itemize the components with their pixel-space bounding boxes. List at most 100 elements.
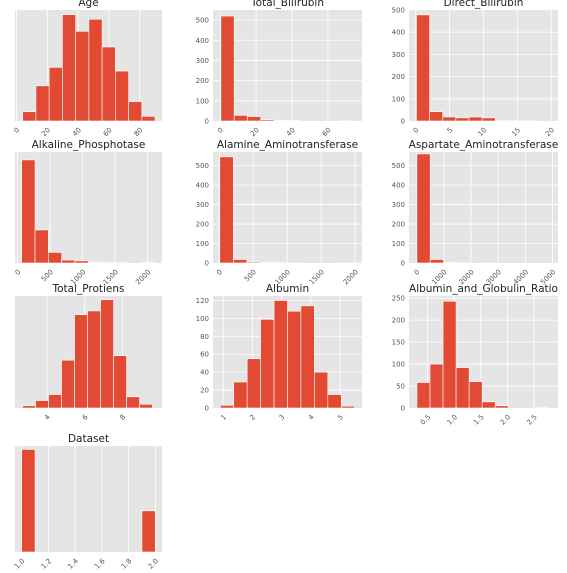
x-tick-label: 0: [14, 268, 23, 277]
x-tick-label: 3: [278, 413, 287, 422]
plot-area: [409, 152, 558, 263]
y-tick-label: 500: [196, 17, 209, 25]
histogram-bar: [340, 405, 355, 408]
plot-area: [213, 10, 362, 121]
histogram-bar: [48, 252, 62, 263]
y-tick-label: 80: [200, 333, 209, 341]
x-tick-label: 1.0: [446, 413, 460, 427]
bars: [21, 449, 156, 552]
y-tick-label: 100: [196, 315, 209, 323]
y-tick-label: 500: [196, 162, 209, 170]
x-tick-label: 0: [13, 126, 22, 135]
y-tick-label: 250: [392, 295, 405, 303]
histogram-bar: [21, 159, 36, 263]
panel-title: Aspartate_Aminotransferase: [409, 139, 559, 151]
y-tick-label: 300: [196, 201, 209, 209]
y-tick-label: 400: [392, 29, 405, 37]
histogram-panel: Total_Bilirubin 0 20 40 60 0 100 200 300 400 500: [196, 0, 362, 138]
bars: [416, 14, 536, 121]
x-tick-label: 0: [216, 126, 225, 135]
y-tick-label: 100: [196, 240, 209, 248]
x-tick-label: 500: [243, 268, 258, 283]
y-tick-label: 150: [392, 339, 405, 347]
y-tick-label: 200: [392, 317, 405, 325]
histogram-bar: [34, 229, 49, 263]
plot-area: [15, 446, 162, 552]
bars: [22, 299, 153, 408]
histogram-bar: [87, 310, 101, 408]
histogram-bar: [220, 405, 235, 408]
histogram-bar: [101, 46, 116, 121]
y-tick-label: 300: [196, 57, 209, 65]
x-tick-label: 60: [102, 126, 114, 138]
x-tick-label: 8: [118, 413, 127, 422]
x-tick-label: 5: [336, 413, 345, 422]
histogram-bar: [494, 120, 509, 121]
histogram-bar: [22, 111, 37, 121]
histogram-bar: [455, 367, 470, 408]
histogram-bar: [442, 116, 457, 121]
y-tick-label: 0: [205, 405, 209, 413]
histogram-bar: [220, 15, 235, 121]
x-tick-label: 1.5: [472, 413, 486, 427]
bars: [416, 153, 497, 263]
histogram-bar: [126, 396, 140, 408]
x-tick-label: 60: [321, 126, 333, 138]
histogram-panel: Dataset 1.0 1.2 1.4 1.6 1.8 2.0: [13, 433, 162, 571]
histogram-bar: [443, 262, 458, 263]
y-tick-label: 200: [196, 221, 209, 229]
x-tick-label: 20: [249, 126, 261, 138]
x-tick-label: 0: [412, 126, 421, 135]
y-tick-label: 0: [401, 118, 405, 126]
histogram-bar: [429, 111, 444, 121]
y-tick-label: 0: [401, 405, 405, 413]
y-tick-label: 500: [392, 162, 405, 170]
x-tick-label: 2.5: [525, 413, 539, 427]
x-tick-label: 0: [215, 268, 224, 277]
histogram-bar: [88, 18, 103, 121]
panel-title: Age: [78, 0, 98, 9]
histogram-bar: [87, 262, 102, 263]
y-tick-label: 400: [196, 182, 209, 190]
x-tick-label: 5: [446, 126, 455, 135]
histogram-bar: [48, 394, 62, 408]
x-tick-label: 1.2: [40, 557, 54, 571]
x-tick-label: 6: [81, 413, 90, 422]
histogram-bar: [75, 30, 90, 121]
y-tick-label: 100: [392, 95, 405, 103]
histogram-bar: [74, 314, 88, 408]
x-tick-label: 2.0: [499, 413, 513, 427]
bars: [416, 300, 548, 408]
panel-title: Alamine_Aminotransferase: [217, 139, 358, 151]
histogram-bar: [327, 394, 342, 408]
x-tick-label: 500: [40, 268, 55, 283]
histogram-bar: [62, 14, 76, 121]
y-tick-label: 100: [392, 240, 405, 248]
histogram-bar: [128, 101, 143, 121]
x-tick-label: 20: [544, 126, 556, 138]
histogram-bar: [233, 259, 248, 263]
y-tick-label: 200: [392, 73, 405, 81]
y-tick-label: 500: [392, 7, 405, 15]
histogram-bar: [416, 382, 431, 408]
y-tick-label: 300: [392, 51, 405, 59]
histogram-bar: [35, 85, 50, 121]
histogram-bar: [429, 259, 444, 263]
x-tick-label: 2000: [342, 268, 360, 286]
histogram-panel: Age 0 20 40 60 80: [13, 0, 162, 138]
panel-title: Alkaline_Phosphotase: [32, 139, 146, 151]
y-tick-label: 400: [196, 37, 209, 45]
x-tick-label: 20: [40, 126, 52, 138]
y-tick-label: 100: [392, 361, 405, 369]
histogram-bar: [100, 299, 114, 408]
histogram-bar: [273, 300, 288, 408]
histogram-bar: [273, 120, 288, 121]
x-tick-label: 4: [307, 413, 316, 422]
histogram-bar: [35, 400, 49, 408]
y-tick-label: 40: [200, 369, 209, 377]
y-tick-label: 300: [392, 201, 405, 209]
histogram-bar: [141, 262, 156, 263]
